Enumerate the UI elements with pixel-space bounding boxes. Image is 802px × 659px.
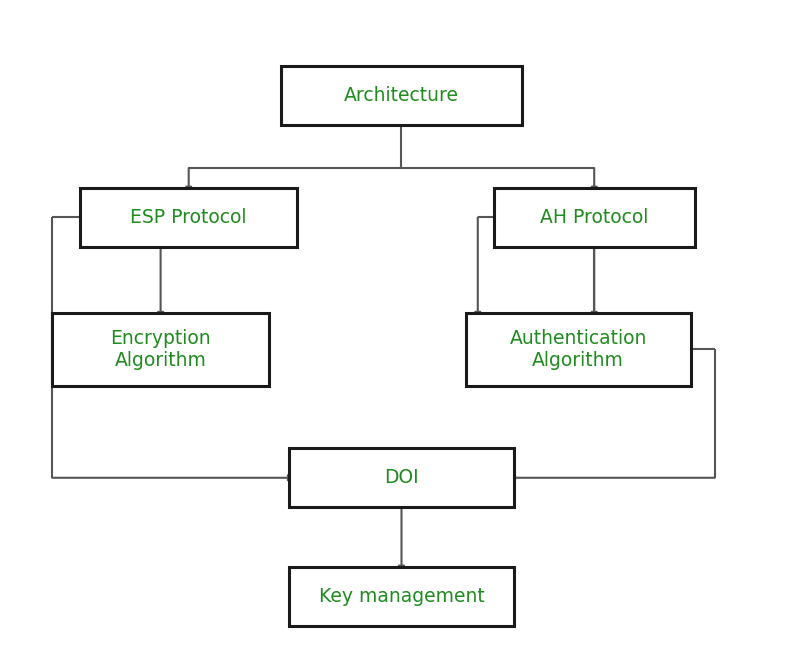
FancyBboxPatch shape [281,66,521,125]
Text: Architecture: Architecture [343,86,459,105]
FancyBboxPatch shape [465,313,690,386]
FancyBboxPatch shape [289,448,513,507]
Text: DOI: DOI [383,469,419,487]
FancyBboxPatch shape [80,188,297,247]
Text: AH Protocol: AH Protocol [540,208,647,227]
FancyBboxPatch shape [493,188,694,247]
FancyBboxPatch shape [289,567,513,626]
FancyBboxPatch shape [52,313,269,386]
Text: ESP Protocol: ESP Protocol [130,208,247,227]
Text: Authentication
Algorithm: Authentication Algorithm [508,329,646,370]
Text: Key management: Key management [318,587,484,606]
Text: Encryption
Algorithm: Encryption Algorithm [110,329,211,370]
